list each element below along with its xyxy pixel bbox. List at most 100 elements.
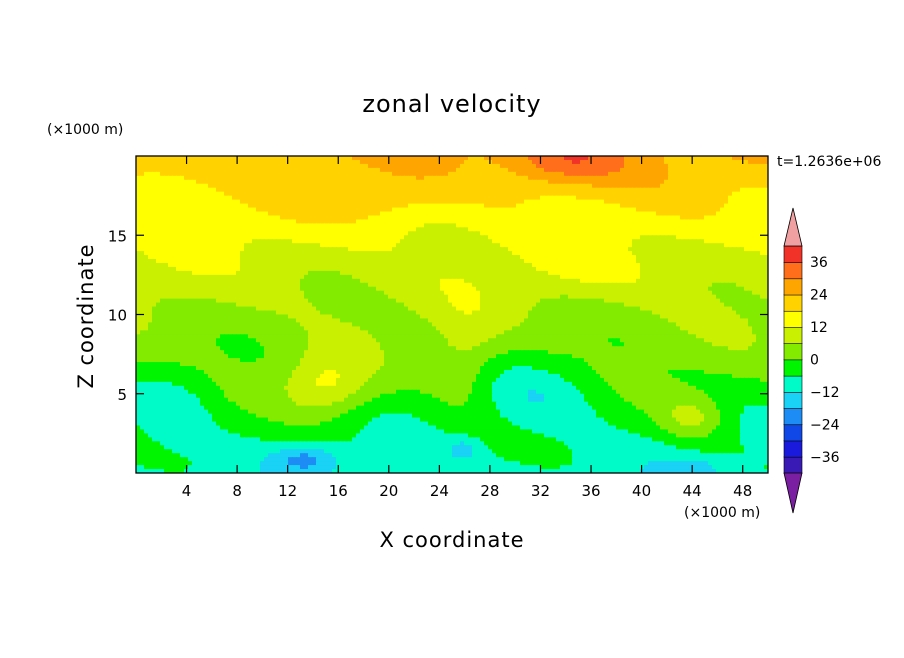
heatmap-cell [208,203,213,209]
heatmap-cell [616,247,621,252]
heatmap-cell [212,247,217,252]
heatmap-cell [328,211,333,217]
heatmap-cell [532,187,537,193]
heatmap-cell [476,274,481,280]
heatmap-cell [320,167,325,173]
heatmap-cell [180,175,185,181]
heatmap-cell [164,266,169,272]
heatmap-cell [280,191,285,197]
heatmap-cell [652,270,657,276]
heatmap-cell [536,211,541,217]
heatmap-cell [232,231,237,236]
heatmap-cell [508,199,513,205]
heatmap-cell [700,203,705,209]
heatmap-cell [512,262,517,268]
heatmap-cell [192,163,197,169]
heatmap-cell [700,187,705,193]
heatmap-cell [360,183,365,189]
heatmap-cell [528,191,533,197]
heatmap-cell [460,211,465,217]
heatmap-cell [652,219,657,224]
heatmap-cell [592,191,597,197]
heatmap-cell [644,171,649,177]
heatmap-cell [596,266,601,272]
heatmap-cell [504,167,509,173]
heatmap-cell [592,243,597,248]
heatmap-cell [456,179,461,185]
heatmap-cell [736,175,741,181]
heatmap-cell [408,187,413,193]
heatmap-cell [212,171,217,177]
heatmap-cell [144,247,149,252]
heatmap-cell [636,219,641,224]
heatmap-cell [500,211,505,217]
heatmap-cell [736,266,741,272]
heatmap-cell [160,227,165,232]
heatmap-cell [200,239,205,244]
heatmap-cell [460,167,465,173]
heatmap-cell [380,167,385,173]
heatmap-cell [320,199,325,205]
heatmap-cell [644,183,649,189]
heatmap-cell [340,175,345,181]
heatmap-cell [476,211,481,217]
heatmap-cell [180,239,185,244]
heatmap-cell [216,243,221,248]
heatmap-cell [672,163,677,169]
heatmap-cell [220,270,225,276]
heatmap-cell [208,255,213,260]
heatmap-cell [740,203,745,209]
heatmap-cell [144,259,149,264]
heatmap-cell [172,231,177,236]
heatmap-cell [280,266,285,272]
heatmap-cell [204,259,209,264]
heatmap-cell [468,187,473,193]
heatmap-cell [316,266,321,272]
heatmap-cell [632,266,637,272]
heatmap-cell [220,243,225,248]
heatmap-cell [212,211,217,217]
heatmap-cell [560,270,565,276]
heatmap-cell [748,195,753,201]
heatmap-cell [436,231,441,236]
heatmap-cell [472,183,477,189]
heatmap-cell [428,255,433,260]
heatmap-cell [324,255,329,260]
heatmap-cell [196,223,201,228]
heatmap-cell [764,175,768,181]
heatmap-cell [172,223,177,228]
heatmap-cell [604,255,609,260]
heatmap-cell [216,231,221,236]
heatmap-cell [388,207,393,213]
heatmap-cell [424,274,429,280]
heatmap-cell [740,215,745,220]
heatmap-cell [340,207,345,213]
heatmap-cell [624,223,629,228]
heatmap-cell [492,203,497,209]
heatmap-cell [604,183,609,189]
heatmap-cell [252,199,257,205]
heatmap-cell [260,183,265,189]
heatmap-cell [432,270,437,276]
heatmap-cell [636,207,641,213]
heatmap-cell [420,215,425,220]
heatmap-cell [488,231,493,236]
heatmap-cell [508,183,513,189]
heatmap-cell [424,179,429,185]
heatmap-cell [608,163,613,169]
heatmap-cell [348,243,353,248]
heatmap-cell [500,247,505,252]
heatmap-cell [484,270,489,276]
heatmap-cell [212,163,217,169]
heatmap-cell [472,167,477,173]
heatmap-cell [632,227,637,232]
heatmap-cell [200,203,205,209]
heatmap-cell [324,243,329,248]
heatmap-cell [736,167,741,173]
heatmap-cell [136,171,141,177]
heatmap-cell [216,262,221,268]
heatmap-cell [640,247,645,252]
heatmap-cell [136,227,141,232]
heatmap-cell [368,270,373,276]
heatmap-cell [212,255,217,260]
